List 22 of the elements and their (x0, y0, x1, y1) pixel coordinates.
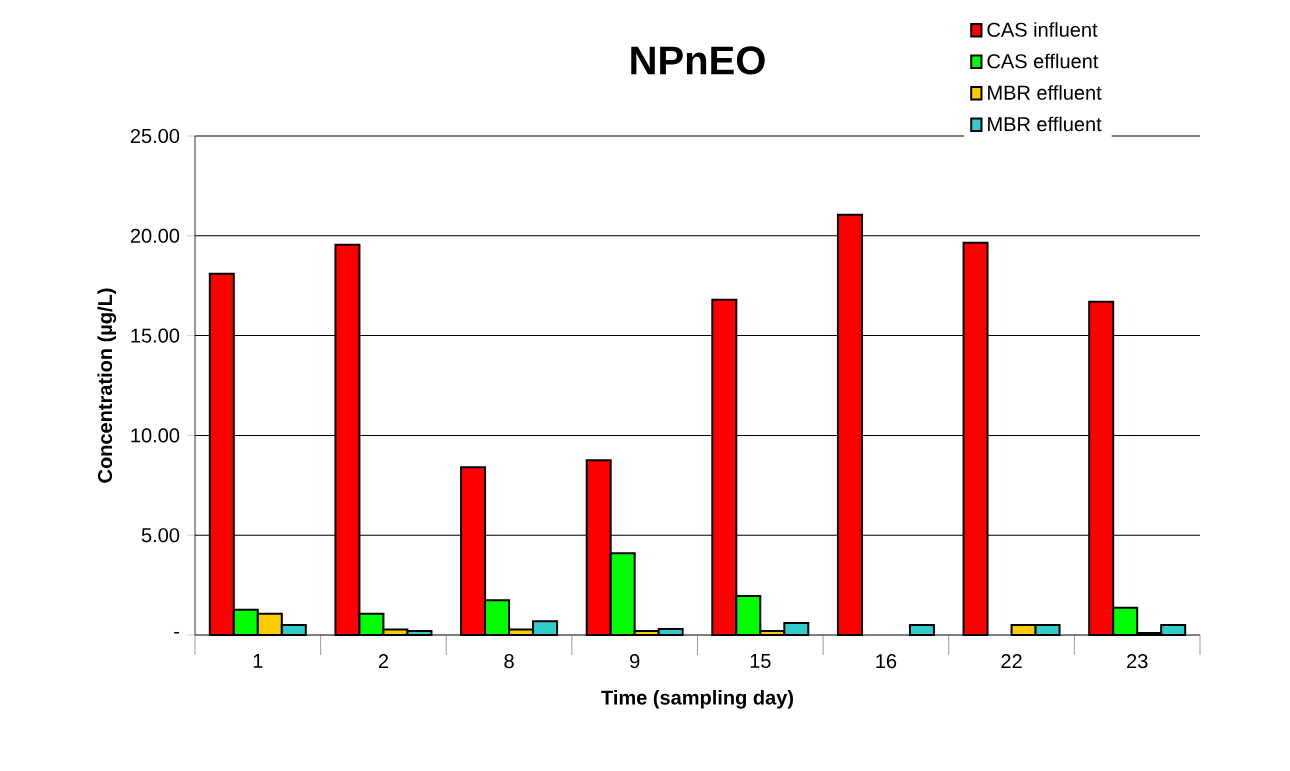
legend-label: CAS effluent (987, 53, 1099, 69)
x-tick-label: 2 (378, 654, 389, 669)
x-tick-label: 8 (504, 654, 514, 669)
legend-label: MBR effluent (988, 116, 1102, 132)
y-tick-label: 15.00 (131, 328, 180, 343)
x-axis-title: Time (sampling day) (601, 689, 794, 709)
x-tick-label: 9 (630, 654, 640, 669)
legend-label: CAS influent (987, 22, 1098, 37)
x-tick-label: 15 (750, 654, 771, 669)
y-tick-label: 25.00 (130, 128, 180, 144)
bar (908, 624, 935, 636)
legend-label: MBR effluent (988, 85, 1102, 100)
x-tick-label: 22 (1001, 654, 1022, 669)
y-tick-label: 20.00 (130, 228, 180, 243)
x-tick-label: 1 (253, 654, 263, 668)
y-tick-label: 10.00 (131, 428, 180, 443)
y-tick-label: 5.00 (141, 528, 180, 543)
x-tick-label: 23 (1127, 654, 1148, 669)
chart-title: NPnEO (631, 46, 765, 75)
y-axis-title: Concentration (µg/L) (97, 288, 117, 483)
y-tick-label: - (174, 631, 180, 634)
x-tick-label: 16 (876, 654, 897, 669)
